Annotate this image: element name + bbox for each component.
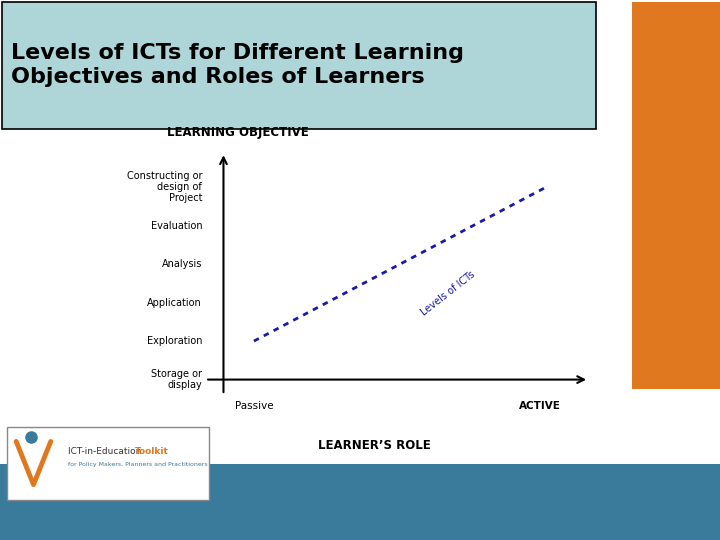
Text: Levels of ICTs for Different Learning
Objectives and Roles of Learners: Levels of ICTs for Different Learning Ob… <box>11 43 464 87</box>
Text: LEARNING OBJECTIVE: LEARNING OBJECTIVE <box>167 126 308 139</box>
Text: ICT-in-Education: ICT-in-Education <box>68 448 145 456</box>
Text: LEARNER’S ROLE: LEARNER’S ROLE <box>318 439 431 452</box>
Text: Evaluation: Evaluation <box>150 220 202 231</box>
Text: Storage or
display: Storage or display <box>151 369 202 390</box>
Text: ACTIVE: ACTIVE <box>519 401 561 411</box>
Text: Exploration: Exploration <box>147 336 202 346</box>
Text: Levels of ICTs: Levels of ICTs <box>420 269 477 318</box>
Text: for Policy Makers, Planners and Practitioners: for Policy Makers, Planners and Practiti… <box>68 462 208 467</box>
Text: Application: Application <box>148 298 202 308</box>
Text: Constructing or
design of
Project: Constructing or design of Project <box>127 171 202 203</box>
Text: Analysis: Analysis <box>162 259 202 269</box>
Text: Toolkit: Toolkit <box>135 448 168 456</box>
Text: Passive: Passive <box>235 401 274 411</box>
